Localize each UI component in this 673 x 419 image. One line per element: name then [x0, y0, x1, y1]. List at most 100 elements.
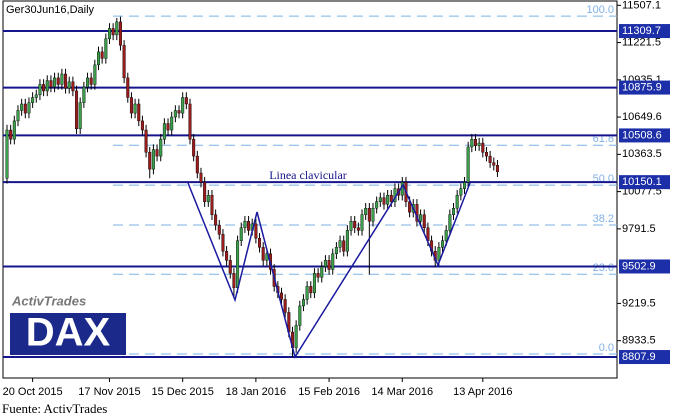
candle-body	[309, 286, 313, 294]
candle-body	[459, 188, 463, 196]
candle-body	[331, 253, 335, 270]
candle-body	[188, 103, 192, 140]
candle-body	[23, 103, 27, 114]
level-label-box	[619, 259, 670, 274]
level-label: 10875.9	[622, 81, 662, 93]
y-tick-label: 9791.5	[622, 223, 656, 235]
candle-body	[327, 260, 331, 270]
x-tick-label: 18 Jan 2016	[226, 386, 287, 398]
candle-body	[173, 110, 177, 118]
candle-body	[243, 221, 247, 228]
candle-body	[126, 77, 130, 98]
candle-body	[466, 146, 470, 183]
candle-body	[217, 224, 221, 235]
candle-body	[378, 197, 382, 202]
candle-body	[360, 214, 364, 231]
candle-body	[20, 103, 24, 111]
candle-body	[64, 73, 68, 89]
candle-body	[93, 64, 97, 85]
level-label-box	[619, 175, 670, 190]
candle-body	[27, 102, 31, 114]
candle-body	[419, 214, 423, 222]
level-label-box	[619, 80, 670, 95]
candle-body	[320, 266, 324, 278]
candle-body	[82, 86, 86, 103]
source: Fuente: ActivTrades	[2, 401, 107, 416]
candle-body	[104, 38, 108, 59]
candle-body	[239, 227, 243, 241]
candle-body	[448, 214, 452, 231]
candle-body	[221, 234, 225, 252]
candle-body	[214, 214, 218, 226]
candle-body	[53, 77, 57, 88]
candle-body	[137, 103, 141, 122]
candle-body	[492, 162, 496, 166]
candle-body	[100, 51, 104, 59]
candle-body	[199, 172, 203, 183]
x-tick-label: 13 Apr 2016	[453, 386, 512, 398]
candle-body	[31, 97, 35, 103]
layer: 11507.111221.510935.110649.610363.510077…	[3, 0, 670, 398]
candle-body	[210, 194, 214, 215]
candle-body	[203, 181, 207, 202]
candle-body	[280, 292, 284, 300]
candle-body	[470, 138, 474, 148]
level-label: 9502.9	[622, 260, 656, 272]
candle-body	[159, 138, 163, 157]
candle-body	[356, 227, 360, 231]
x-tick-label: 15 Feb 2016	[298, 386, 360, 398]
candle-body	[96, 51, 100, 66]
level-label-box	[619, 350, 670, 365]
candle-body	[166, 123, 170, 131]
head-shoulders-line	[187, 182, 471, 359]
candle-body	[89, 77, 93, 85]
candle-body	[38, 84, 42, 96]
level-label: 10150.1	[622, 176, 662, 188]
candle-body	[228, 260, 232, 274]
y-tick-label: 8933.5	[622, 335, 656, 347]
level-label-box	[619, 24, 670, 39]
candle-body	[148, 151, 152, 170]
candle-body	[481, 142, 485, 153]
candle-body	[162, 123, 166, 140]
pattern-lines	[187, 182, 471, 359]
candle-body	[232, 273, 236, 288]
candle-body	[45, 80, 49, 92]
fib-label: 38.2	[593, 213, 614, 225]
candle-body	[129, 97, 133, 114]
candle-body	[5, 129, 9, 179]
candle-body	[452, 208, 456, 215]
candle-body	[312, 273, 316, 294]
candle-body	[305, 286, 309, 300]
candle-body	[42, 84, 46, 92]
candle-body	[133, 103, 137, 114]
candle-body	[181, 97, 185, 114]
candle-body	[389, 194, 393, 202]
candle-body	[323, 260, 327, 268]
candle-body	[283, 299, 287, 313]
candle-body	[386, 194, 390, 205]
candle-body	[9, 129, 13, 140]
candle-body	[294, 325, 298, 348]
candle-body	[345, 230, 349, 252]
candle-body	[371, 208, 375, 222]
x-tick-label: 15 Dec 2015	[151, 386, 213, 398]
candle-body	[258, 237, 262, 248]
candle-body	[12, 120, 16, 140]
fib-label: 23.6	[593, 262, 614, 274]
candle-body	[67, 81, 71, 89]
candle-body	[495, 165, 499, 172]
level-label-box	[619, 128, 670, 143]
candle-body	[301, 299, 305, 307]
level-label: 10508.6	[622, 129, 662, 141]
candle-body	[177, 110, 181, 114]
candle-body	[118, 21, 122, 46]
candle-body	[151, 149, 155, 170]
candle-body	[56, 77, 60, 85]
candle-body	[247, 221, 251, 231]
candle-body	[170, 116, 174, 131]
logo: ActivTrades DAX	[10, 293, 126, 355]
candle-body	[353, 221, 357, 228]
